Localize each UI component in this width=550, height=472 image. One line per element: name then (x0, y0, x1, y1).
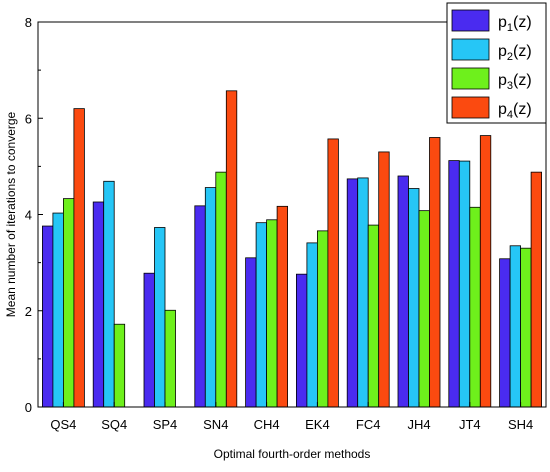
bar-sp4-series-1 (143, 272, 155, 408)
bar-sh4-series-3 (520, 247, 532, 408)
bar-ek4-series-4 (327, 138, 339, 408)
bar-sn4-series-1 (194, 205, 206, 408)
bar-sh4-series-4 (530, 171, 542, 408)
bar-ek4-series-2 (306, 242, 318, 408)
bar-sq4-series-3 (113, 323, 126, 408)
bar-sq4-series-1 (92, 201, 105, 408)
bar-qs4-series-1 (42, 225, 54, 408)
x-tick-label: SN4 (203, 417, 228, 432)
y-tick-label: 4 (25, 208, 32, 223)
y-tick-label: 8 (25, 15, 32, 30)
x-tick-label: FC4 (356, 417, 381, 432)
bar-qs4-series-2 (52, 212, 64, 408)
legend-swatch-1 (451, 9, 490, 32)
bar-ch4-series-1 (245, 257, 257, 408)
bar-jt4-series-2 (458, 160, 471, 408)
bar-jt4-series-4 (479, 135, 492, 408)
x-tick-label: SH4 (508, 417, 533, 432)
bar-jt4-series-3 (469, 206, 481, 408)
legend-swatch-3 (451, 67, 490, 90)
x-tick-label: SP4 (153, 417, 178, 432)
x-tick-label: SQ4 (101, 417, 127, 432)
legend-label-3: p3(z) (498, 72, 532, 92)
bar-sn4-series-3 (215, 171, 227, 408)
bar-fc4-series-4 (378, 151, 390, 408)
legend-swatch-2 (451, 38, 490, 61)
legend-label-4: p4(z) (498, 101, 532, 121)
bar-fc4-series-2 (357, 177, 369, 408)
legend-label-1: p1(z) (498, 14, 532, 34)
y-axis-title: Mean number of iterations to converge (4, 111, 18, 317)
bar-qs4-series-4 (73, 108, 85, 408)
x-tick-label: JT4 (459, 417, 481, 432)
bar-jh4-series-1 (397, 175, 409, 408)
y-tick-label: 2 (25, 304, 32, 319)
bar-sp4-series-2 (154, 227, 166, 408)
bar-sn4-series-4 (225, 90, 238, 408)
bar-fc4-series-3 (367, 224, 380, 408)
bar-ek4-series-3 (316, 230, 329, 408)
y-tick-label: 6 (25, 111, 32, 126)
bar-ch4-series-4 (276, 205, 289, 408)
bar-sp4-series-3 (164, 309, 176, 408)
x-axis-title: Optimal fourth-order methods (214, 447, 371, 461)
legend-swatch-4 (451, 96, 490, 119)
y-tick-label: 0 (25, 400, 32, 415)
bar-ek4-series-1 (295, 273, 308, 408)
bar-jh4-series-4 (429, 137, 441, 408)
bar-jh4-series-3 (418, 210, 430, 408)
bar-qs4-series-3 (63, 198, 75, 408)
legend: p1(z) p2(z) p3(z) p4(z) (446, 2, 547, 124)
x-tick-label: EK4 (305, 417, 330, 432)
axes-layer: 0 2 4 6 8 QS4 SQ4 SP4 SN4 CH4 EK4 FC4 JH4 JT4 SH4 (25, 15, 547, 432)
x-tick-label: JH4 (407, 417, 430, 432)
x-tick-label: CH4 (254, 417, 280, 432)
bar-sh4-series-1 (499, 258, 511, 408)
bar-jh4-series-2 (408, 188, 420, 408)
bar-jt4-series-1 (448, 160, 460, 408)
legend-label-2: p2(z) (498, 43, 532, 63)
bar-ch4-series-3 (266, 219, 278, 408)
bar-sq4-series-2 (103, 180, 115, 408)
bars-layer (42, 90, 542, 408)
bar-sh4-series-2 (509, 245, 522, 408)
bar-sn4-series-2 (204, 187, 217, 408)
x-tick-label: QS4 (50, 417, 76, 432)
bar-fc4-series-1 (346, 178, 359, 408)
bar-ch4-series-2 (255, 222, 268, 408)
